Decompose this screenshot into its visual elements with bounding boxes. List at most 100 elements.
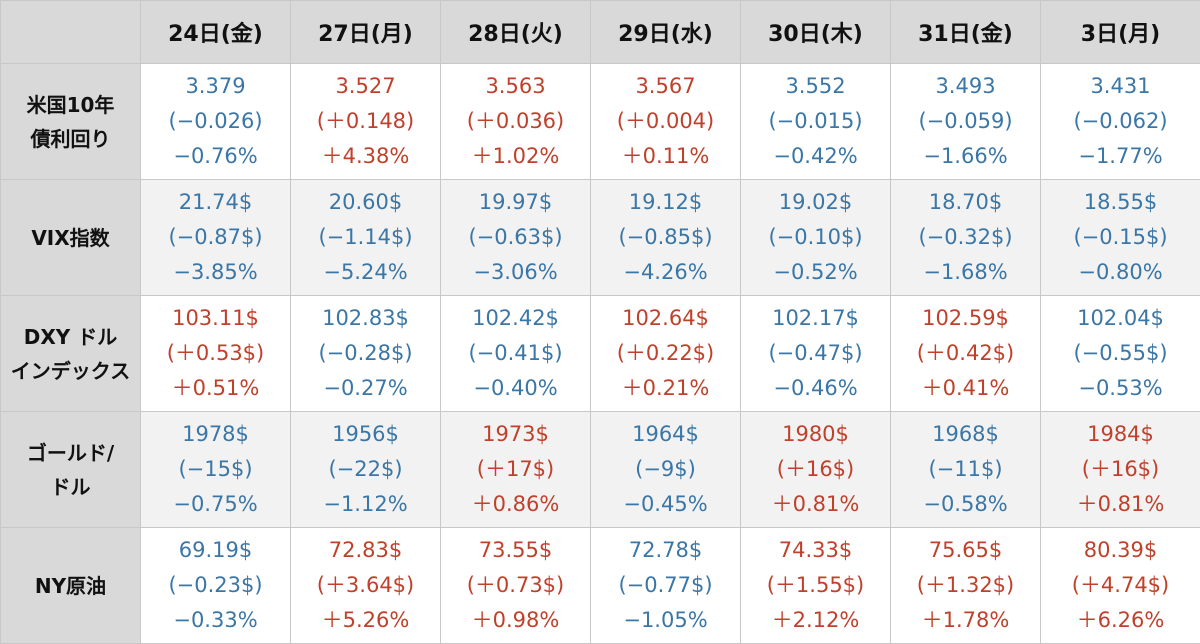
- data-cell: 3.379(−0.026)−0.76%: [141, 64, 291, 180]
- data-cell: 72.83$(＋3.64$)＋5.26%: [291, 528, 441, 644]
- cell-change: (−11$): [891, 452, 1040, 487]
- cell-value: 1968$: [891, 417, 1040, 452]
- cell-change: (＋16$): [1041, 452, 1200, 487]
- cell-pct: ＋0.11%: [591, 139, 740, 174]
- cell-value: 1984$: [1041, 417, 1200, 452]
- cell-value: 73.55$: [441, 533, 590, 568]
- column-header: 31日(金): [891, 1, 1041, 64]
- cell-value: 102.42$: [441, 301, 590, 336]
- cell-value: 1978$: [141, 417, 290, 452]
- cell-change: (−0.32$): [891, 220, 1040, 255]
- data-cell: 73.55$(＋0.73$)＋0.98%: [441, 528, 591, 644]
- data-cell: 102.64$(＋0.22$)＋0.21%: [591, 296, 741, 412]
- cell-pct: −3.85%: [141, 255, 290, 290]
- cell-pct: ＋0.98%: [441, 603, 590, 638]
- data-cell: 80.39$(＋4.74$)＋6.26%: [1041, 528, 1200, 644]
- data-cell: 3.567(＋0.004)＋0.11%: [591, 64, 741, 180]
- cell-change: (−22$): [291, 452, 440, 487]
- cell-value: 21.74$: [141, 185, 290, 220]
- cell-change: (＋0.148): [291, 104, 440, 139]
- cell-change: (−0.026): [141, 104, 290, 139]
- cell-pct: −0.58%: [891, 487, 1040, 522]
- cell-change: (＋0.036): [441, 104, 590, 139]
- cell-change: (＋0.42$): [891, 336, 1040, 371]
- cell-pct: ＋1.78%: [891, 603, 1040, 638]
- cell-change: (−0.059): [891, 104, 1040, 139]
- cell-pct: ＋2.12%: [741, 603, 890, 638]
- column-header: 29日(水): [591, 1, 741, 64]
- data-cell: 102.59$(＋0.42$)＋0.41%: [891, 296, 1041, 412]
- column-header: 27日(月): [291, 1, 441, 64]
- cell-change: (−15$): [141, 452, 290, 487]
- data-cell: 20.60$(−1.14$)−5.24%: [291, 180, 441, 296]
- data-cell: 1984$(＋16$)＋0.81%: [1041, 412, 1200, 528]
- cell-pct: −4.26%: [591, 255, 740, 290]
- cell-change: (−0.63$): [441, 220, 590, 255]
- cell-value: 102.64$: [591, 301, 740, 336]
- cell-value: 18.55$: [1041, 185, 1200, 220]
- cell-value: 102.83$: [291, 301, 440, 336]
- cell-pct: ＋5.26%: [291, 603, 440, 638]
- data-cell: 1964$(−9$)−0.45%: [591, 412, 741, 528]
- row-header: ゴールド/ ドル: [1, 412, 141, 528]
- cell-pct: −0.27%: [291, 371, 440, 406]
- cell-value: 75.65$: [891, 533, 1040, 568]
- cell-change: (＋0.004): [591, 104, 740, 139]
- cell-pct: ＋1.02%: [441, 139, 590, 174]
- cell-pct: −0.33%: [141, 603, 290, 638]
- cell-value: 1956$: [291, 417, 440, 452]
- cell-change: (＋0.53$): [141, 336, 290, 371]
- row-header: DXY ドル インデックス: [1, 296, 141, 412]
- cell-change: (−0.41$): [441, 336, 590, 371]
- cell-pct: −0.52%: [741, 255, 890, 290]
- data-cell: 102.17$(−0.47$)−0.46%: [741, 296, 891, 412]
- data-cell: 103.11$(＋0.53$)＋0.51%: [141, 296, 291, 412]
- data-cell: 1973$(＋17$)＋0.86%: [441, 412, 591, 528]
- cell-pct: −1.68%: [891, 255, 1040, 290]
- cell-pct: ＋0.86%: [441, 487, 590, 522]
- cell-pct: −1.77%: [1041, 139, 1200, 174]
- data-cell: 3.493(−0.059)−1.66%: [891, 64, 1041, 180]
- cell-change: (−0.15$): [1041, 220, 1200, 255]
- cell-value: 20.60$: [291, 185, 440, 220]
- cell-pct: ＋0.81%: [1041, 487, 1200, 522]
- cell-change: (＋16$): [741, 452, 890, 487]
- cell-pct: ＋0.81%: [741, 487, 890, 522]
- cell-change: (−0.28$): [291, 336, 440, 371]
- cell-value: 3.567: [591, 69, 740, 104]
- data-cell: 1978$(−15$)−0.75%: [141, 412, 291, 528]
- cell-value: 3.563: [441, 69, 590, 104]
- cell-value: 102.59$: [891, 301, 1040, 336]
- cell-value: 74.33$: [741, 533, 890, 568]
- data-cell: 1980$(＋16$)＋0.81%: [741, 412, 891, 528]
- cell-change: (−1.14$): [291, 220, 440, 255]
- data-cell: 3.527(＋0.148)＋4.38%: [291, 64, 441, 180]
- cell-value: 19.97$: [441, 185, 590, 220]
- cell-value: 3.431: [1041, 69, 1200, 104]
- cell-pct: −5.24%: [291, 255, 440, 290]
- data-cell: 1956$(−22$)−1.12%: [291, 412, 441, 528]
- data-cell: 1968$(−11$)−0.58%: [891, 412, 1041, 528]
- cell-value: 1964$: [591, 417, 740, 452]
- column-header: 3日(月): [1041, 1, 1200, 64]
- cell-pct: −0.80%: [1041, 255, 1200, 290]
- cell-change: (−9$): [591, 452, 740, 487]
- cell-change: (−0.062): [1041, 104, 1200, 139]
- cell-pct: −0.75%: [141, 487, 290, 522]
- data-cell: 18.70$(−0.32$)−1.68%: [891, 180, 1041, 296]
- cell-value: 19.02$: [741, 185, 890, 220]
- cell-pct: −0.53%: [1041, 371, 1200, 406]
- data-cell: 75.65$(＋1.32$)＋1.78%: [891, 528, 1041, 644]
- data-cell: 102.42$(−0.41$)−0.40%: [441, 296, 591, 412]
- column-header: 28日(火): [441, 1, 591, 64]
- cell-change: (−0.015): [741, 104, 890, 139]
- data-cell: 21.74$(−0.87$)−3.85%: [141, 180, 291, 296]
- cell-value: 18.70$: [891, 185, 1040, 220]
- cell-value: 1980$: [741, 417, 890, 452]
- data-cell: 74.33$(＋1.55$)＋2.12%: [741, 528, 891, 644]
- cell-pct: −0.42%: [741, 139, 890, 174]
